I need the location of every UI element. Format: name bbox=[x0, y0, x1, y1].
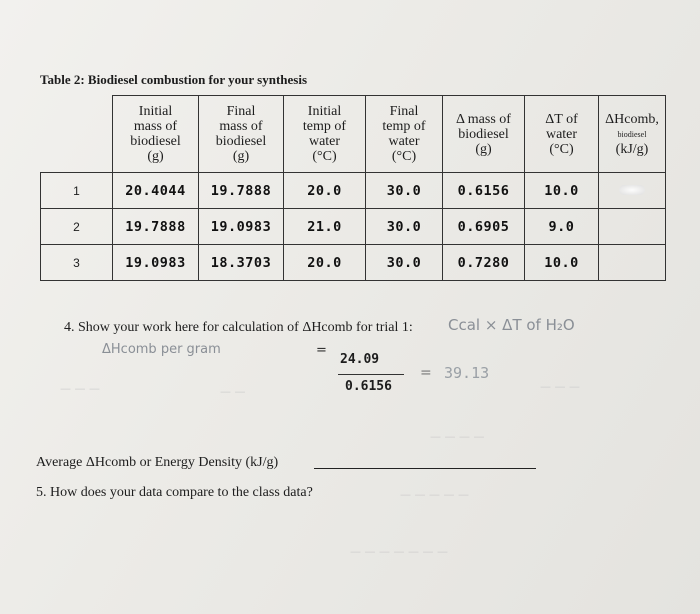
table-header-row: Initial mass of biodiesel (g) Final mass… bbox=[40, 95, 666, 173]
table-row: 2 19.7888 19.0983 21.0 30.0 0.6905 9.0 bbox=[40, 208, 666, 245]
bleed-through-mark: — — — bbox=[60, 382, 100, 395]
cell-final-temp: 30.0 bbox=[365, 208, 443, 245]
equals-sign: = bbox=[420, 365, 432, 381]
cell-initial-mass: 20.4044 bbox=[112, 172, 199, 209]
cell-final-mass: 19.7888 bbox=[198, 172, 284, 209]
cell-delta-mass: 0.7280 bbox=[442, 244, 525, 281]
row-number: 1 bbox=[40, 172, 113, 209]
fraction-bar bbox=[338, 374, 404, 375]
equals-sign: = bbox=[316, 343, 327, 358]
row-number: 2 bbox=[40, 208, 113, 245]
row-number: 3 bbox=[40, 244, 113, 281]
cell-final-temp: 30.0 bbox=[365, 172, 443, 209]
question-4: 4. Show your work here for calculation o… bbox=[64, 320, 413, 335]
header-initial-temp: Initial temp of water (°C) bbox=[283, 95, 366, 173]
bleed-through-mark: — — — — — bbox=[400, 488, 469, 501]
cell-initial-temp: 20.0 bbox=[283, 244, 366, 281]
fraction-denominator: 0.6156 bbox=[345, 379, 392, 394]
bleed-through-mark: — — bbox=[220, 385, 246, 398]
cell-initial-temp: 21.0 bbox=[283, 208, 366, 245]
cell-delta-h-comb bbox=[598, 172, 666, 209]
blank-header-cell bbox=[40, 95, 113, 173]
handwritten-formula: Ccal × ΔT of H₂O bbox=[448, 316, 575, 334]
cell-final-mass: 19.0983 bbox=[198, 208, 284, 245]
question-5: 5. How does your data compare to the cla… bbox=[36, 485, 313, 500]
header-initial-mass: Initial mass of biodiesel (g) bbox=[112, 95, 199, 173]
average-prompt: Average ΔHcomb or Energy Density (kJ/g) bbox=[36, 455, 279, 470]
header-delta-mass: Δ mass of biodiesel (g) bbox=[442, 95, 525, 173]
bleed-through-mark: — — — — bbox=[430, 430, 485, 443]
cell-delta-temp: 10.0 bbox=[524, 172, 599, 209]
cell-delta-mass: 0.6905 bbox=[442, 208, 525, 245]
cell-delta-mass: 0.6156 bbox=[442, 172, 525, 209]
cell-final-temp: 30.0 bbox=[365, 244, 443, 281]
header-final-mass: Final mass of biodiesel (g) bbox=[198, 95, 284, 173]
header-delta-temp: ΔT of water (°C) bbox=[524, 95, 599, 173]
table-row: 1 20.4044 19.7888 20.0 30.0 0.6156 10.0 bbox=[40, 172, 666, 209]
handwritten-result: 39.13 bbox=[444, 364, 490, 382]
cell-delta-temp: 9.0 bbox=[524, 208, 599, 245]
cell-delta-temp: 10.0 bbox=[524, 244, 599, 281]
bleed-through-mark: — — — — — — — bbox=[350, 545, 448, 558]
cell-initial-mass: 19.0983 bbox=[112, 244, 199, 281]
eraser-smudge bbox=[619, 184, 645, 195]
cell-delta-h-comb bbox=[598, 208, 666, 245]
fraction-numerator: 24.09 bbox=[340, 352, 380, 367]
cell-final-mass: 18.3703 bbox=[198, 244, 284, 281]
average-answer-line bbox=[314, 468, 536, 469]
cell-initial-mass: 19.7888 bbox=[112, 208, 199, 245]
handwritten-label: ΔHcomb per gram bbox=[102, 342, 221, 357]
cell-delta-h-comb bbox=[598, 244, 666, 281]
bleed-through-mark: — — — bbox=[540, 380, 580, 393]
header-delta-h-comb: ΔHcomb, biodiesel (kJ/g) bbox=[598, 95, 666, 173]
header-final-temp: Final temp of water (°C) bbox=[365, 95, 443, 173]
cell-initial-temp: 20.0 bbox=[283, 172, 366, 209]
biodiesel-table: Initial mass of biodiesel (g) Final mass… bbox=[40, 95, 666, 281]
table-title: Table 2: Biodiesel combustion for your s… bbox=[40, 72, 308, 87]
table-row: 3 19.0983 18.3703 20.0 30.0 0.7280 10.0 bbox=[40, 244, 666, 281]
